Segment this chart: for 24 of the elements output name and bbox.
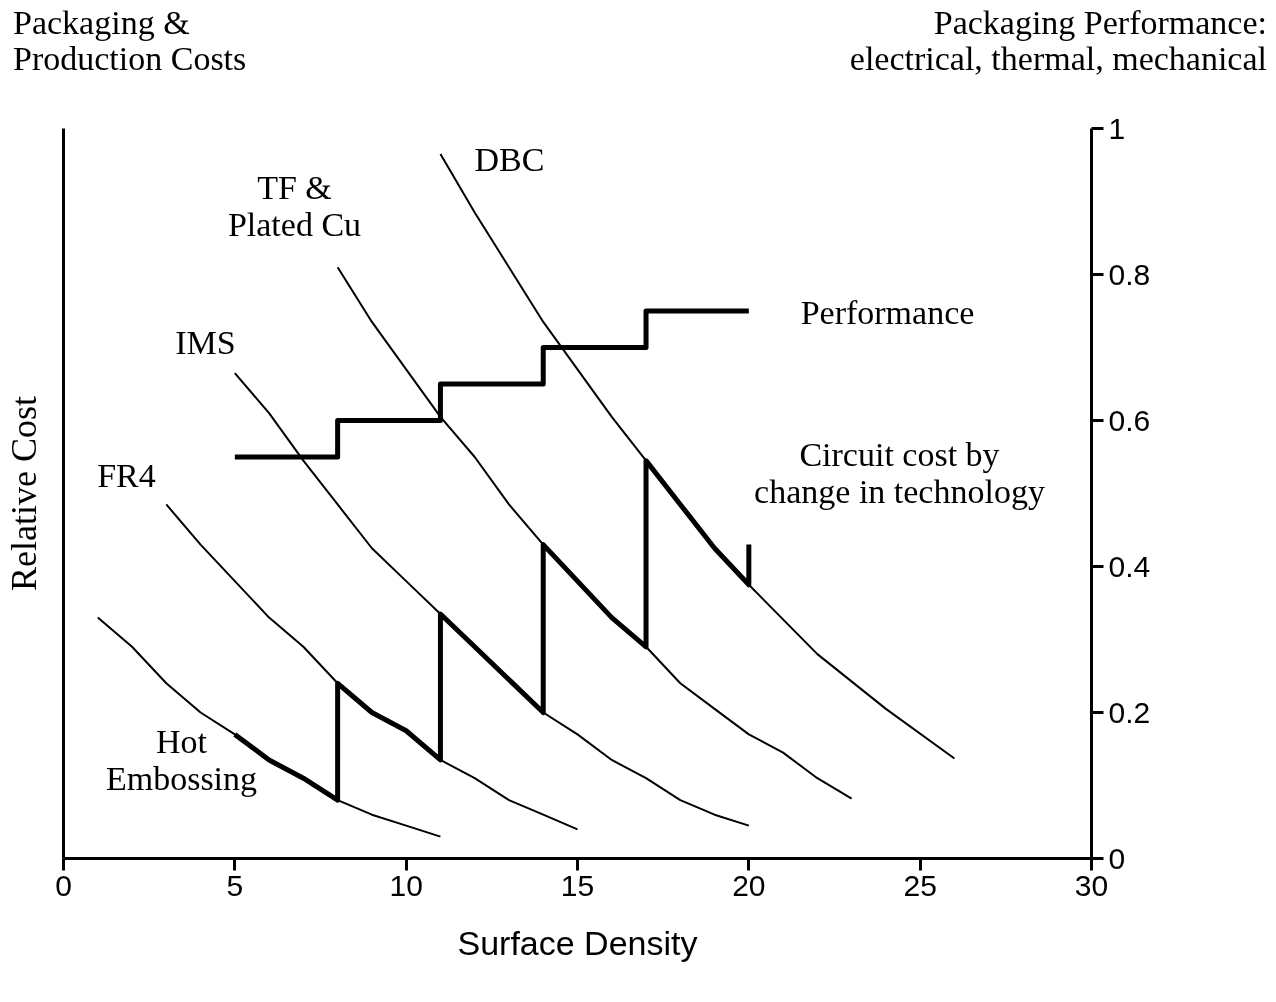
x-tick-label: 5 (226, 868, 244, 902)
x-axis-title: Surface Density (457, 923, 698, 962)
x-tick-label: 20 (732, 868, 766, 902)
annotation: DBC (474, 141, 545, 178)
x-tick-label: 15 (560, 868, 595, 902)
annotation: IMS (175, 324, 236, 361)
annotation: TF & Plated Cu (227, 168, 362, 243)
annotation: Hot Embossing (105, 722, 258, 797)
y2-tick-label: 0.8 (1108, 257, 1151, 291)
annotation: Circuit cost by change in technology (754, 435, 1045, 510)
y-axis-title: Relative Cost (3, 396, 44, 591)
y2-tick-label: 0.6 (1108, 403, 1151, 437)
x-tick-label: 10 (389, 868, 423, 902)
annotation: FR4 (97, 457, 156, 494)
y2-tick-label: 1 (1108, 111, 1126, 145)
y2-tick-label: 0 (1108, 841, 1126, 875)
text: Packaging & Production Costs (13, 4, 247, 77)
y2-tick-label: 0.2 (1108, 695, 1151, 729)
text: Packaging Performance: electrical, thermal, mechanical (849, 4, 1267, 77)
x-tick-label: 30 (1074, 868, 1109, 902)
x-tick-label: 25 (903, 868, 937, 902)
x-tick-label: 0 (55, 868, 72, 902)
annotation: Performance (800, 294, 975, 331)
y2-tick-label: 0.4 (1108, 549, 1151, 583)
